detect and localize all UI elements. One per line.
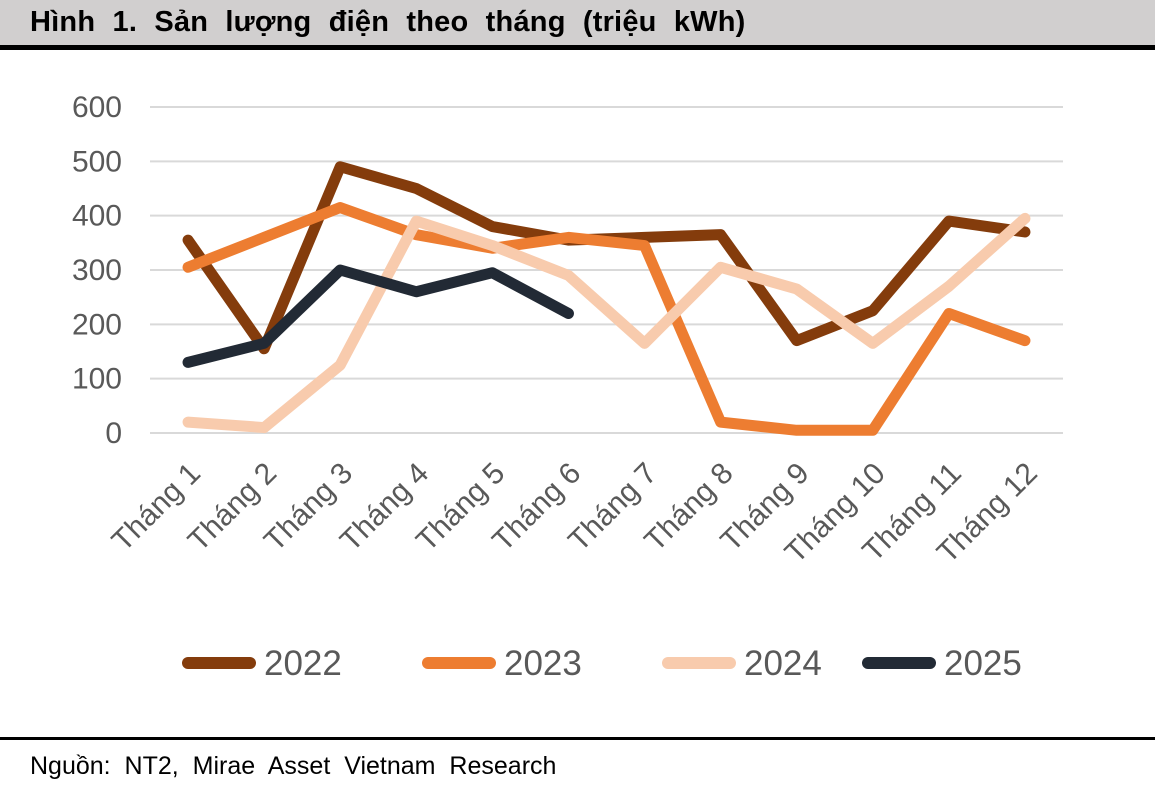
series-line-2023 [182, 202, 1031, 436]
y-tick-label: 100 [72, 363, 122, 396]
legend-label-2025: 2025 [944, 644, 1022, 683]
y-tick-label: 400 [72, 200, 122, 233]
source-text: Nguồn: NT2, Mirae Asset Vietnam Research [30, 752, 557, 780]
source-footer: Nguồn: NT2, Mirae Asset Vietnam Research [0, 737, 1155, 781]
y-tick-label: 500 [72, 145, 122, 178]
y-tick-label: 600 [72, 91, 122, 124]
chart-area: 0 100 200 300 400 500 600 Tháng 1 Tháng 2 Tháng 3… [0, 50, 1155, 737]
series-line-2025 [182, 264, 574, 368]
series-line-2024 [182, 212, 1031, 434]
legend-label-2024: 2024 [744, 644, 822, 683]
y-tick-label: 200 [72, 308, 122, 341]
figure-title-bar: Hình 1. Sản lượng điện theo tháng (triệu… [0, 0, 1155, 50]
legend-label-2023: 2023 [504, 644, 582, 683]
figure-title: Hình 1. Sản lượng điện theo tháng (triệu… [30, 6, 746, 38]
y-tick-label: 300 [72, 254, 122, 287]
legend-label-2022: 2022 [264, 644, 342, 683]
y-tick-label: 0 [105, 417, 122, 450]
